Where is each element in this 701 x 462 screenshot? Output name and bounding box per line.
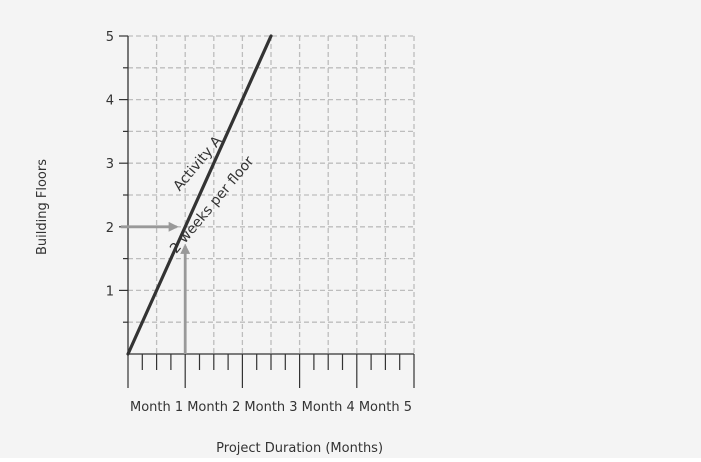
reference-arrows	[120, 221, 191, 354]
x-category-label: Month 1	[130, 400, 183, 415]
axes: 1 2 3 4 5 Month 1 Month 2 Month 3 Month 4 Month 5	[106, 30, 415, 415]
x-category-label: Month 4	[302, 400, 355, 415]
grid	[128, 35, 415, 354]
y-tick-label: 1	[106, 284, 114, 299]
x-category-label: Month 2	[187, 400, 240, 415]
x-category-label: Month 3	[244, 400, 297, 415]
x-category-label: Month 5	[359, 400, 412, 415]
y-tick-label: 4	[106, 94, 114, 109]
series-layer	[126, 34, 273, 356]
y-tick-label: 5	[106, 30, 114, 45]
x-axis-title: Project Duration (Months)	[216, 441, 383, 456]
activity-a-line	[126, 34, 273, 356]
y-tick-label: 3	[106, 157, 114, 172]
y-tick-label: 2	[106, 221, 114, 236]
y-axis-title: Building Floors	[35, 159, 50, 255]
